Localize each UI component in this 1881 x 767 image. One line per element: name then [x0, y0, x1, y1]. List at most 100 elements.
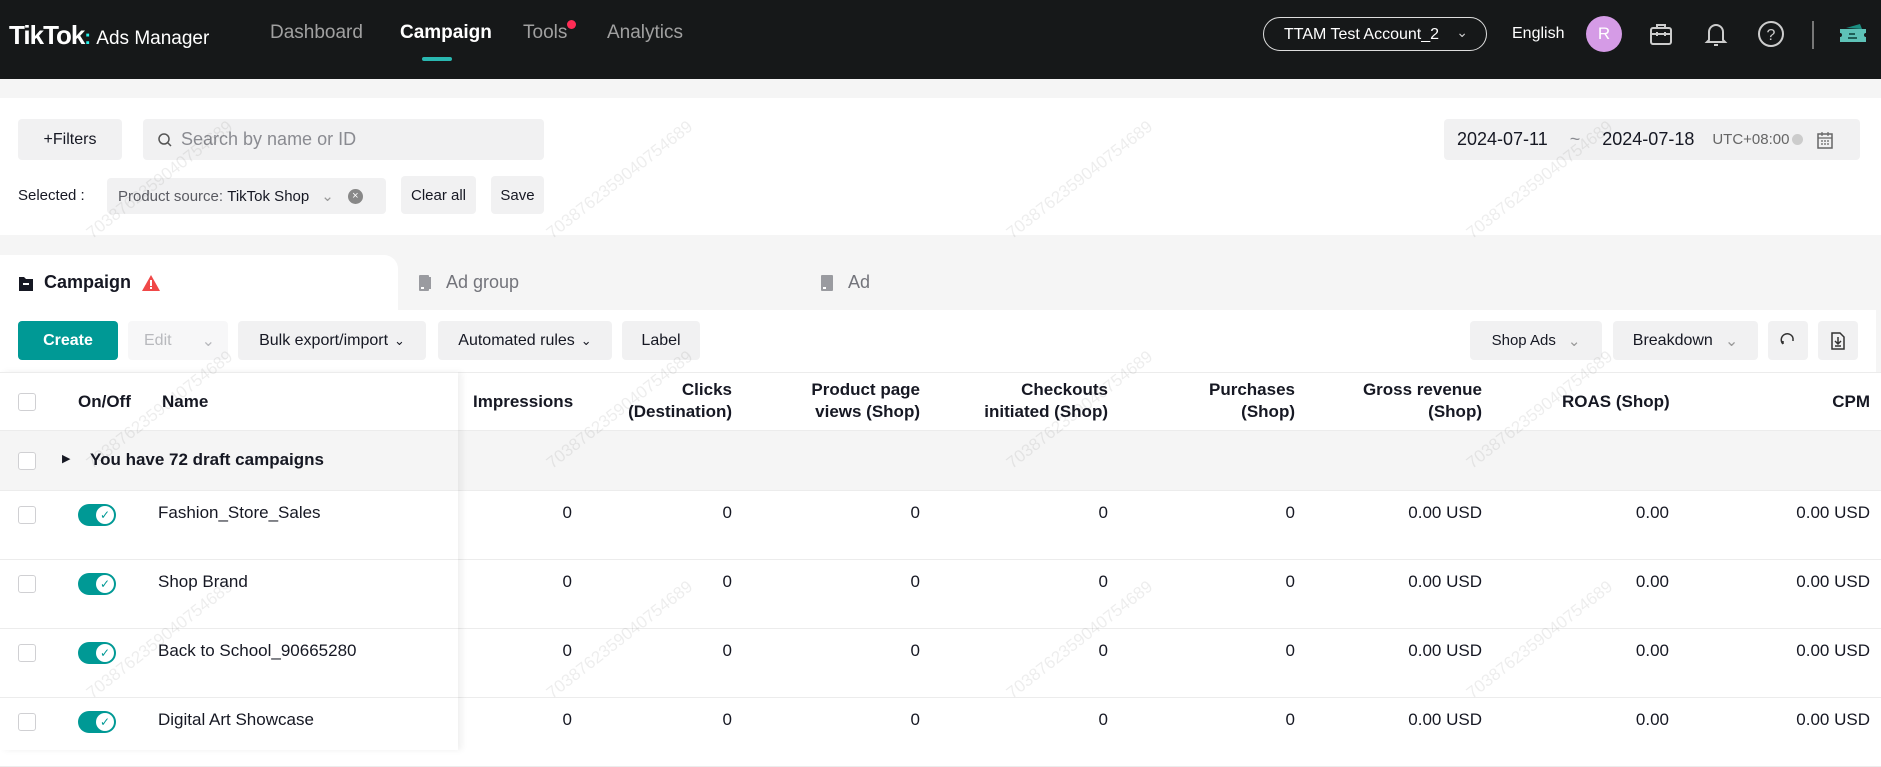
nav-tools[interactable]: Tools: [523, 22, 568, 43]
ad-group-icon: [419, 274, 431, 291]
briefcase-icon[interactable]: [1647, 20, 1675, 48]
draft-checkbox[interactable]: [18, 452, 36, 470]
selected-label: Selected :: [18, 187, 85, 204]
label-button[interactable]: Label: [622, 321, 700, 360]
folder-icon: [19, 276, 33, 291]
cell-ppv: 0: [910, 503, 920, 522]
cell-purchases: 0: [1285, 572, 1295, 591]
tab-campaign[interactable]: Campaign: [18, 255, 161, 310]
row-checkbox[interactable]: [18, 575, 36, 593]
nav-campaign[interactable]: Campaign: [400, 22, 492, 43]
clear-chip-icon[interactable]: ×: [347, 188, 363, 204]
header-impressions[interactable]: Impressions: [473, 392, 574, 411]
refresh-button[interactable]: [1768, 321, 1808, 360]
cell-cpm: 0.00 USD: [1796, 572, 1870, 591]
cell-impressions: 0: [562, 572, 572, 591]
cell-roas: 0.00: [1635, 710, 1669, 729]
download-file-icon: [1831, 331, 1845, 350]
timezone: UTC+08:00: [1712, 131, 1790, 148]
filter-chip-product-source[interactable]: Product source: TikTok Shop ⌄ ×: [107, 178, 386, 214]
campaign-status-toggle[interactable]: [78, 642, 116, 664]
add-filters-button[interactable]: +Filters: [18, 119, 122, 160]
campaign-name[interactable]: Fashion_Store_Sales: [158, 503, 321, 522]
row-checkbox[interactable]: [18, 644, 36, 662]
cell-purchases: 0: [1285, 503, 1295, 522]
clear-all-button[interactable]: Clear all: [401, 176, 476, 214]
create-button[interactable]: Create: [18, 321, 118, 360]
header-checkouts-initiated[interactable]: Checkouts initiated (Shop): [984, 380, 1108, 421]
header-gross-revenue[interactable]: Gross revenue (Shop): [1362, 380, 1482, 421]
tab-ad[interactable]: Ad: [820, 255, 870, 310]
table-row[interactable]: Shop Brand 0 0 0 0 0 0.00 USD 0.00 0.00 USD: [0, 560, 1881, 629]
edit-button[interactable]: Edit ⌄: [128, 321, 228, 360]
campaign-name[interactable]: Digital Art Showcase: [158, 710, 314, 729]
divider: [1812, 21, 1814, 49]
account-selector[interactable]: TTAM Test Account_2 ⌄: [1263, 17, 1487, 51]
header-purchases[interactable]: Purchases (Shop): [1209, 380, 1295, 421]
draft-campaigns-label: You have 72 draft campaigns: [90, 450, 324, 469]
refresh-icon: [1780, 332, 1794, 345]
cell-roas: 0.00: [1635, 641, 1669, 660]
header-cpm[interactable]: CPM: [1832, 392, 1870, 411]
help-icon[interactable]: ?: [1757, 20, 1785, 48]
search-input[interactable]: Search by name or ID: [143, 119, 544, 160]
table-row[interactable]: Back to School_90665280 0 0 0 0 0 0.00 USD 0.00…: [0, 629, 1881, 698]
campaign-name[interactable]: Back to School_90665280: [158, 641, 357, 660]
breakdown-dropdown[interactable]: Breakdown ⌄: [1613, 321, 1758, 360]
header-product-page-views[interactable]: Product page views (Shop): [811, 380, 920, 421]
date-range-picker[interactable]: 2024-07-11 ~ 2024-07-18 UTC+08:00: [1444, 119, 1860, 160]
cell-ppv: 0: [910, 572, 920, 591]
campaign-status-toggle[interactable]: [78, 504, 116, 526]
cell-clicks: 0: [722, 641, 732, 660]
avatar[interactable]: R: [1586, 16, 1622, 52]
cell-checkouts: 0: [1098, 572, 1108, 591]
row-checkbox[interactable]: [18, 713, 36, 731]
cell-clicks: 0: [722, 710, 732, 729]
bulk-export-import-button[interactable]: Bulk export/import ⌄: [238, 321, 426, 360]
top-nav-bar: TikTok: Ads Manager Dashboard Campaign T…: [0, 0, 1881, 79]
save-filter-button[interactable]: Save: [491, 176, 544, 214]
row-checkbox[interactable]: [18, 506, 36, 524]
nav-dashboard[interactable]: Dashboard: [270, 22, 363, 43]
export-button[interactable]: [1818, 321, 1858, 360]
language-selector[interactable]: English: [1512, 25, 1565, 42]
table-row[interactable]: Fashion_Store_Sales 0 0 0 0 0 0.00 USD 0.00 0.00…: [0, 491, 1881, 560]
ad-icon: [821, 274, 833, 291]
cell-impressions: 0: [562, 710, 572, 729]
date-end: 2024-07-18: [1602, 129, 1695, 149]
search-placeholder: Search by name or ID: [181, 129, 357, 149]
draft-campaigns-row[interactable]: ▶ You have 72 draft campaigns: [0, 431, 1881, 491]
header-roas[interactable]: ROAS (Shop): [1562, 392, 1670, 411]
chevron-down-icon: ⌄: [1456, 24, 1468, 40]
campaign-status-toggle[interactable]: [78, 711, 116, 733]
shop-ads-dropdown[interactable]: Shop Ads ⌄: [1470, 321, 1602, 360]
cell-gross: 0.00 USD: [1408, 710, 1482, 729]
campaign-name[interactable]: Shop Brand: [158, 572, 248, 591]
header-on-off: On/Off: [78, 392, 131, 411]
cell-checkouts: 0: [1098, 641, 1108, 660]
cell-cpm: 0.00 USD: [1796, 710, 1870, 729]
cell-clicks: 0: [722, 572, 732, 591]
header-name[interactable]: Name: [162, 392, 209, 411]
cell-ppv: 0: [910, 710, 920, 729]
cell-checkouts: 0: [1098, 503, 1108, 522]
tiktok-ads-manager-logo[interactable]: TikTok: Ads Manager: [9, 20, 210, 50]
bell-icon[interactable]: [1702, 20, 1730, 48]
cell-clicks: 0: [722, 503, 732, 522]
campaign-status-toggle[interactable]: [78, 573, 116, 595]
expand-caret-icon[interactable]: ▶: [62, 453, 71, 465]
cell-roas: 0.00: [1635, 572, 1669, 591]
chevron-down-icon: ⌄: [201, 332, 215, 350]
cell-purchases: 0: [1285, 641, 1295, 660]
info-icon[interactable]: [1792, 134, 1804, 145]
nav-analytics[interactable]: Analytics: [607, 22, 684, 43]
calendar-icon: [1817, 131, 1834, 149]
automated-rules-button[interactable]: Automated rules ⌄: [438, 321, 612, 360]
table-row[interactable]: Digital Art Showcase 0 0 0 0 0 0.00 USD 0.00 0.0…: [0, 698, 1881, 767]
header-clicks[interactable]: Clicks (Destination): [628, 380, 732, 421]
date-start: 2024-07-11: [1457, 129, 1548, 149]
cell-purchases: 0: [1285, 710, 1295, 729]
ticket-icon[interactable]: [1838, 20, 1868, 48]
select-all-checkbox[interactable]: [18, 393, 36, 411]
tab-ad-group[interactable]: Ad group: [418, 255, 519, 310]
